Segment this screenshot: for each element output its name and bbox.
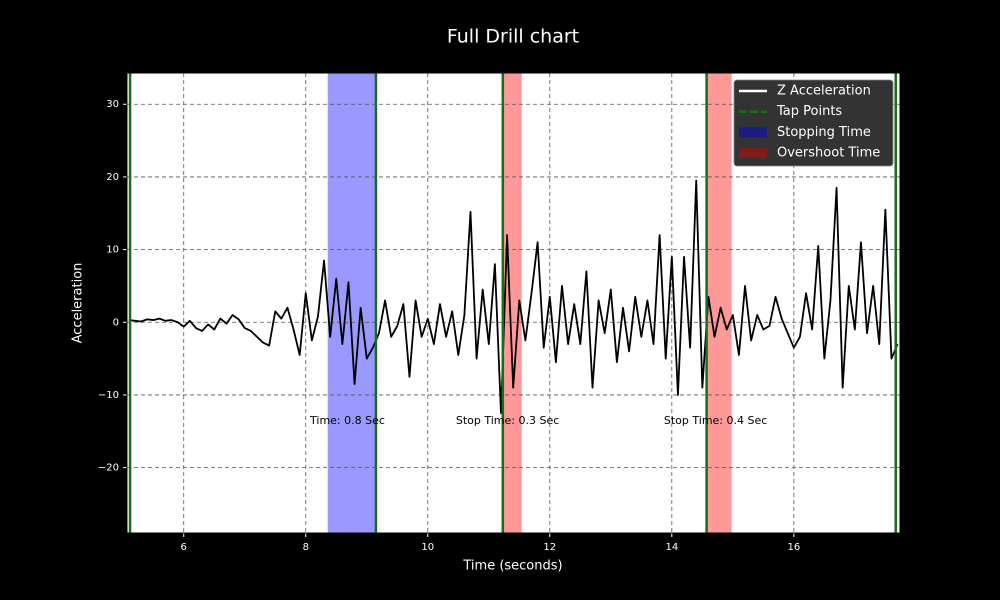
y-tick-label: 0	[113, 317, 119, 328]
y-axis-label: Acceleration	[71, 263, 86, 344]
x-tick-label: 12	[543, 542, 556, 553]
legend-box	[733, 79, 894, 167]
x-tick-label: 8	[303, 542, 309, 553]
y-tick-label: 20	[106, 172, 119, 183]
y-tick-label: −10	[98, 390, 119, 401]
plot-frame	[126, 72, 901, 534]
x-tick-label: 14	[665, 542, 678, 553]
legend-label: Tap Points	[776, 104, 842, 119]
y-tick-label: 10	[106, 245, 119, 256]
legend-swatch	[739, 148, 767, 159]
annotation: Stop Time: 0.3 Sec	[456, 414, 559, 427]
legend-label: Z Acceleration	[777, 84, 871, 99]
shaded-span	[706, 73, 732, 533]
x-axis-label: Time (seconds)	[462, 559, 562, 574]
x-tick-label: 10	[421, 542, 434, 553]
x-tick-label: 16	[787, 542, 800, 553]
chart-title: Full Drill chart	[447, 26, 579, 48]
annotation: Stop Time: 0.4 Sec	[664, 414, 767, 427]
shaded-span	[502, 73, 522, 533]
legend-swatch	[739, 127, 767, 138]
x-tick-label: 6	[181, 542, 187, 553]
y-tick-label: 30	[106, 99, 119, 110]
y-tick-label: −20	[98, 463, 119, 474]
shaded-span	[327, 73, 376, 533]
legend-label: Overshoot Time	[777, 146, 880, 161]
data-line	[128, 179, 899, 414]
legend-label: Stopping Time	[777, 125, 871, 140]
annotation: Time: 0.8 Sec	[309, 414, 385, 427]
